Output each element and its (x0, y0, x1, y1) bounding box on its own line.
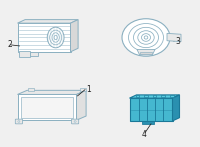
FancyBboxPatch shape (71, 119, 79, 124)
Polygon shape (76, 90, 86, 120)
Ellipse shape (47, 27, 64, 48)
FancyBboxPatch shape (28, 88, 34, 91)
Polygon shape (18, 20, 78, 23)
FancyBboxPatch shape (15, 119, 22, 124)
FancyBboxPatch shape (153, 95, 156, 97)
Text: 2: 2 (7, 40, 12, 49)
Polygon shape (18, 90, 86, 95)
FancyBboxPatch shape (130, 98, 172, 121)
Polygon shape (130, 95, 180, 98)
FancyBboxPatch shape (170, 95, 174, 97)
FancyBboxPatch shape (18, 95, 76, 120)
Text: 1: 1 (86, 85, 91, 94)
FancyBboxPatch shape (161, 95, 165, 97)
FancyBboxPatch shape (142, 121, 154, 123)
Polygon shape (137, 50, 155, 55)
Ellipse shape (18, 121, 20, 122)
FancyBboxPatch shape (80, 88, 86, 91)
Polygon shape (70, 20, 78, 52)
FancyBboxPatch shape (18, 23, 70, 52)
FancyBboxPatch shape (140, 52, 152, 54)
FancyBboxPatch shape (18, 51, 30, 57)
FancyBboxPatch shape (136, 95, 139, 97)
Text: 3: 3 (175, 37, 180, 46)
Ellipse shape (74, 121, 76, 122)
Text: 4: 4 (142, 130, 146, 139)
Polygon shape (172, 95, 180, 121)
FancyBboxPatch shape (30, 52, 38, 56)
FancyBboxPatch shape (144, 95, 148, 97)
FancyBboxPatch shape (21, 97, 73, 118)
Ellipse shape (122, 19, 170, 56)
Polygon shape (167, 33, 181, 42)
